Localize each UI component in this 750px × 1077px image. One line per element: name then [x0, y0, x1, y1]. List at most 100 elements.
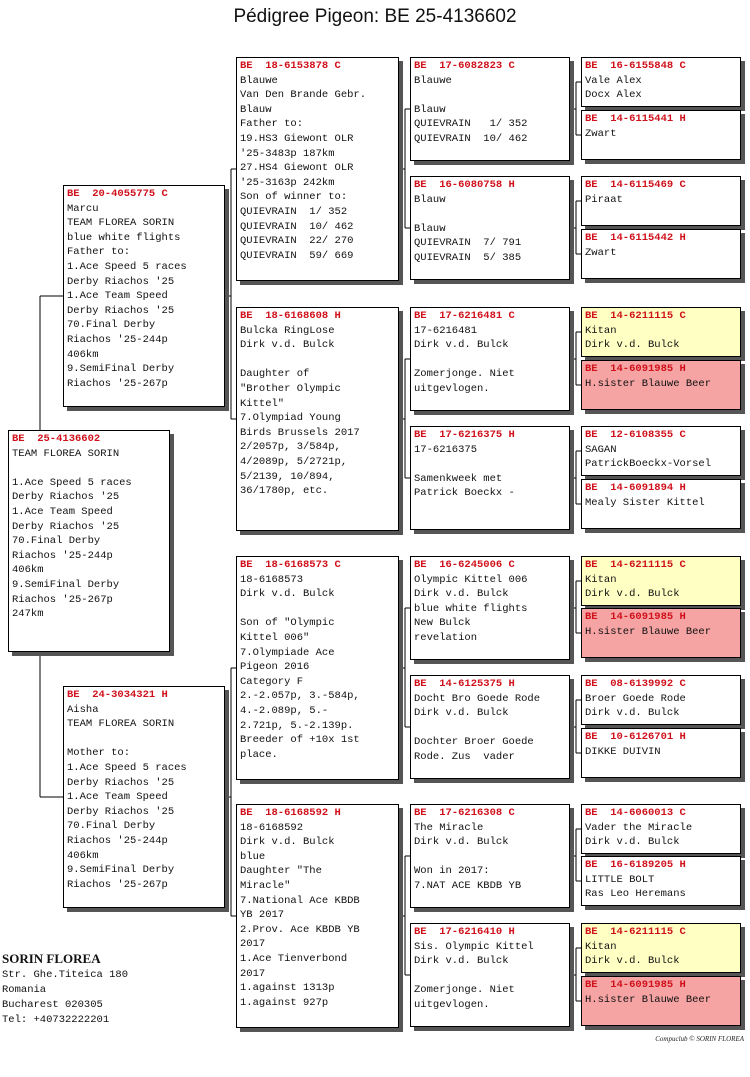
info-line: Dirk v.d. Bulck [414, 588, 509, 601]
info-line: QUIEVRAIN 10/ 462 [414, 132, 528, 145]
info-line: Riachos '25-244p [67, 333, 168, 346]
info-line: uitgevlogen. [414, 998, 490, 1011]
info-line: Zomerjonge. Niet [414, 984, 515, 997]
pigeon-box: BE 14-6091894 H Mealy Sister Kittel [581, 479, 741, 529]
ring-number: BE 14-6125375 H [414, 678, 515, 690]
info-line: 4/2089p, 5/2721p, [240, 455, 348, 468]
info-line: Dirk v.d. Bulck [240, 588, 335, 601]
info-line: Mealy Sister Kittel [585, 496, 705, 509]
spacer [240, 353, 395, 368]
info-line: 7.Olympiad Young [240, 412, 341, 425]
info-line: Derby Riachos '25 [67, 776, 175, 789]
pigeon-box: BE 14-6115441 H Zwart [581, 110, 741, 160]
info-line: 18-6168573 [240, 573, 304, 586]
info-line: QUIEVRAIN 22/ 270 [240, 235, 354, 248]
info-line: Olympic Kittel 006 [414, 573, 528, 586]
pigeon-box: BE 25-4136602 TEAM FLOREA SORIN 1.Ace Spee… [8, 430, 170, 652]
info-line: 17-6216375 [414, 443, 478, 456]
info-line: Kitan [585, 324, 617, 337]
info-line: Breeder of +10x 1st [240, 734, 360, 747]
info-line: The Miracle [414, 821, 484, 834]
info-line: 7.Olympiade Ace [240, 646, 335, 659]
ring-number: BE 14-6091985 H [585, 363, 686, 375]
info-line: QUIEVRAIN 1/ 352 [240, 205, 348, 218]
pigeon-box: BE 18-6168573 C 18-6168573 Dirk v.d. Bulck… [236, 556, 399, 780]
ring-number: BE 14-6115469 C [585, 179, 686, 191]
info-line: Dirk v.d. Bulck [414, 955, 509, 968]
pigeon-box: BE 14-6060013 C Vader the Miracle Dirk v.d… [581, 804, 741, 854]
ring-number: BE 20-4055775 C [67, 188, 168, 200]
footer: Compuclub © SORIN FLOREA [655, 1035, 744, 1043]
info-line: QUIEVRAIN 59/ 669 [240, 249, 354, 262]
ring-number: BE 14-6091985 H [585, 979, 686, 991]
info-line: Riachos '25-267p [67, 878, 168, 891]
info-line: Blauwe [240, 74, 278, 87]
info-line: H.sister Blauwe Beer [585, 993, 712, 1006]
info-line: Category F [240, 675, 304, 688]
info-line: TEAM FLOREA SORIN [67, 217, 175, 230]
info-line: Father to: [67, 246, 131, 259]
info-line: Derby Riachos '25 [67, 805, 175, 818]
info-line: 4.-2.089p, 5.- [240, 704, 329, 717]
info-line: 247km [12, 608, 44, 621]
info-line: 7.NAT ACE KBDB YB [414, 879, 522, 892]
info-line: 9.SemiFinal Derby [12, 578, 120, 591]
pigeon-box: BE 14-6211115 C Kitan Dirk v.d. Bulck [581, 307, 741, 357]
ring-number: BE 16-6189205 H [585, 859, 686, 871]
pigeon-box: BE 18-6153878 C Blauwe Van Den Brande Gebr… [236, 57, 399, 281]
info-line: SAGAN [585, 443, 617, 456]
info-line: QUIEVRAIN 10/ 462 [240, 220, 354, 233]
ring-number: BE 25-4136602 [12, 433, 101, 445]
ring-number: BE 18-6168608 H [240, 310, 341, 322]
ring-number: BE 17-6216481 C [414, 310, 515, 322]
info-line: 27.HS4 Giewont OLR [240, 162, 354, 175]
info-line: Derby Riachos '25 [12, 520, 120, 533]
info-line: 5/2139, 10/894, [240, 470, 335, 483]
spacer [414, 353, 566, 368]
info-line: Dirk v.d. Bulck [414, 339, 509, 352]
info-line: Dirk v.d. Bulck [585, 339, 680, 352]
pigeon-box: BE 08-6139992 C Broer Goede Rode Dirk v.d.… [581, 675, 741, 725]
pigeon-box: BE 16-6080758 H Blauw Blauw QUIEVRAIN 7/ 79… [410, 176, 570, 280]
info-line: Daughter of [240, 368, 310, 381]
pigeon-box: BE 14-6125375 H Docht Bro Goede Rode Dirk … [410, 675, 570, 779]
info-line: 18-6168592 [240, 821, 304, 834]
info-line: Sis. Olympic Kittel [414, 940, 534, 953]
ring-number: BE 14-6115441 H [585, 113, 686, 125]
info-line: 2.721p, 5.-2.139p. [240, 719, 354, 732]
owner-address-line: Romania [2, 984, 47, 996]
info-line: Aisha [67, 703, 99, 716]
info-line: Riachos '25-244p [12, 549, 113, 562]
info-line: Kittel" [240, 397, 285, 410]
pigeon-box: BE 14-6115469 C Piraat [581, 176, 741, 226]
pigeon-box: BE 17-6216410 H Sis. Olympic Kittel Dirk v… [410, 923, 570, 1027]
info-line: 1.Ace Speed 5 races [67, 761, 187, 774]
info-line: Blauw [240, 103, 272, 116]
info-line: blue [240, 850, 266, 863]
ring-number: BE 14-6211115 C [585, 310, 686, 322]
info-line: Pigeon 2016 [240, 661, 310, 674]
info-line: Samenkweek met [414, 472, 503, 485]
info-line: 2/2057p, 3/584p, [240, 441, 341, 454]
info-line: Ras Leo Heremans [585, 888, 686, 901]
info-line: 2.-2.057p, 3.-584p, [240, 690, 360, 703]
ring-number: BE 16-6080758 H [414, 179, 515, 191]
info-line: Dirk v.d. Bulck [585, 836, 680, 849]
info-line: TEAM FLOREA SORIN [12, 447, 120, 460]
info-line: 406km [67, 348, 99, 361]
info-line: Won in 2017: [414, 865, 490, 878]
ring-number: BE 18-6168573 C [240, 559, 341, 571]
info-line: 70.Final Derby [67, 319, 156, 332]
pigeon-box: BE 16-6155848 C Vale Alex Docx Alex [581, 57, 741, 107]
info-line: revelation [414, 631, 478, 644]
pigeon-box: BE 16-6189205 H LITTLE BOLT Ras Leo Herema… [581, 856, 741, 906]
info-line: Marcu [67, 202, 99, 215]
info-line: Dirk v.d. Bulck [240, 836, 335, 849]
pigeon-box: BE 17-6216308 C The Miracle Dirk v.d. Bulc… [410, 804, 570, 908]
ring-number: BE 16-6155848 C [585, 60, 686, 72]
owner: SORIN FLOREA Str. Ghe.Titeica 180 Romania… [2, 950, 128, 1028]
info-line: Blauw [414, 193, 446, 206]
info-line: Mother to: [67, 747, 131, 760]
owner-address-line: Bucharest 020305 [2, 999, 103, 1011]
info-line: Blauw [414, 222, 446, 235]
